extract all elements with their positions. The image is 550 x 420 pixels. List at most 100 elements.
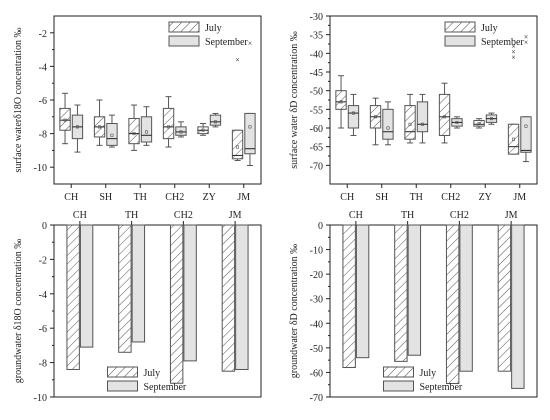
- bar-hatch: [497, 224, 512, 372]
- x-tick-label: CH: [64, 192, 78, 203]
- y-tick-label: -2: [39, 29, 47, 40]
- y-tick-label: -60: [310, 124, 323, 135]
- legend-swatch-fill: [107, 380, 138, 392]
- bar-hatch: [169, 224, 184, 384]
- x-tick-label: JM: [237, 192, 250, 203]
- bar-fill: [511, 224, 525, 389]
- box-mean: [374, 115, 378, 119]
- legend-swatch-fill: [444, 35, 476, 47]
- box-mean: [179, 130, 183, 134]
- x-tick-label: TH: [410, 192, 423, 203]
- legend-swatch-fill: [383, 380, 414, 392]
- legend: July September: [107, 366, 187, 393]
- legend-label: July: [420, 368, 437, 379]
- outlier: ×: [511, 42, 516, 51]
- box-mean: [167, 125, 171, 129]
- panel-surface-water-dd: -70 -65 -60 -55 -50 -45 -40 -35 -30 surface water…: [289, 12, 538, 203]
- box-mean: [351, 111, 355, 115]
- legend: July September: [383, 366, 463, 393]
- legend-label: September: [420, 382, 463, 393]
- box-hatch: [438, 93, 451, 136]
- box-mean: [443, 115, 447, 119]
- x-tick-label: SH: [375, 192, 388, 203]
- outlier: ×: [235, 56, 240, 65]
- box-mean: [489, 117, 493, 121]
- y-tick-label: -6: [39, 324, 47, 335]
- legend: July September: [444, 21, 524, 48]
- x-tick-label: CH: [73, 210, 87, 221]
- box-fill: [382, 108, 394, 140]
- panel-surface-water-d18o: -10 -8 -6 -4 -2 surface waterδ18O concentrati…: [13, 15, 262, 203]
- x-tick-label: SH: [99, 192, 112, 203]
- bar-fill: [183, 224, 197, 362]
- y-tick-label: -60: [310, 368, 323, 379]
- box-hatch: [231, 129, 244, 160]
- legend-swatch-hatch: [383, 366, 414, 378]
- box-mean: [98, 125, 102, 129]
- x-tick-label: CH2: [441, 192, 460, 203]
- outlier: ×: [524, 38, 529, 47]
- box-fill: [347, 105, 360, 129]
- box-mean: [524, 124, 528, 128]
- legend-swatch-hatch: [444, 21, 476, 33]
- panel-groundwater-dd: -70 -60 -50 -40 -30 -20 -10 0 groundwater δD con…: [289, 210, 538, 404]
- box-fill: [520, 116, 532, 153]
- y-tick-label: -8: [39, 359, 47, 370]
- y-tick-label: -10: [34, 393, 47, 404]
- box-mean: [408, 122, 412, 126]
- box-mean: [477, 122, 481, 126]
- x-tick-label: JM: [513, 192, 526, 203]
- x-tick-label: JM: [229, 210, 242, 221]
- y-tick-label: -70: [310, 393, 323, 404]
- x-tick-label: JM: [505, 210, 518, 221]
- box-fill: [106, 123, 118, 146]
- y-tick-label: -6: [39, 96, 47, 107]
- y-tick-label: -50: [310, 344, 323, 355]
- outlier: ×: [511, 53, 516, 62]
- outlier: ×: [248, 39, 253, 48]
- legend-label: July: [481, 23, 498, 34]
- y-tick-label: -65: [310, 143, 323, 154]
- bar-fill: [407, 224, 422, 356]
- box-hatch: [162, 107, 175, 140]
- bar-fill: [131, 224, 146, 343]
- box-mean: [236, 145, 240, 149]
- y-tick-label: -4: [39, 290, 47, 301]
- legend-label: September: [205, 37, 248, 48]
- x-tick-label: CH2: [174, 210, 193, 221]
- x-tick-label: CH: [340, 192, 354, 203]
- x-tick-label: CH2: [165, 192, 184, 203]
- y-tick-label: -45: [310, 68, 323, 79]
- box-hatch: [404, 105, 416, 140]
- box-mean: [213, 120, 217, 124]
- y-tick-label: -20: [310, 270, 323, 281]
- x-tick-label: TH: [401, 210, 414, 221]
- box-fill: [175, 126, 187, 136]
- y-axis-label: surface waterδ18O concentration ‰: [13, 28, 24, 173]
- y-tick-label: 0: [318, 221, 323, 232]
- bar-fill: [79, 224, 94, 348]
- y-tick-label: -10: [310, 246, 323, 257]
- box-fill: [209, 114, 222, 126]
- box-mean: [63, 118, 67, 122]
- legend-label: July: [205, 23, 222, 34]
- x-tick-label: CH: [349, 210, 363, 221]
- outlier: ×: [524, 33, 529, 42]
- y-tick-label: -2: [39, 255, 47, 266]
- y-axis-label: surface water δD concentration ‰: [289, 31, 300, 168]
- box-fill: [140, 116, 153, 143]
- box-mean: [386, 126, 390, 130]
- x-tick-label: TH: [134, 192, 147, 203]
- x-tick-label: TH: [125, 210, 138, 221]
- legend-swatch-fill: [168, 35, 200, 47]
- y-tick-label: -50: [310, 87, 323, 98]
- box-mean: [248, 125, 252, 129]
- box-mean: [201, 128, 205, 132]
- legend-label: July: [144, 368, 161, 379]
- box-mean: [420, 122, 424, 126]
- y-tick-label: -40: [310, 319, 323, 330]
- box-fill: [244, 112, 256, 155]
- legend-swatch-hatch: [107, 366, 138, 378]
- box-mean: [132, 132, 136, 136]
